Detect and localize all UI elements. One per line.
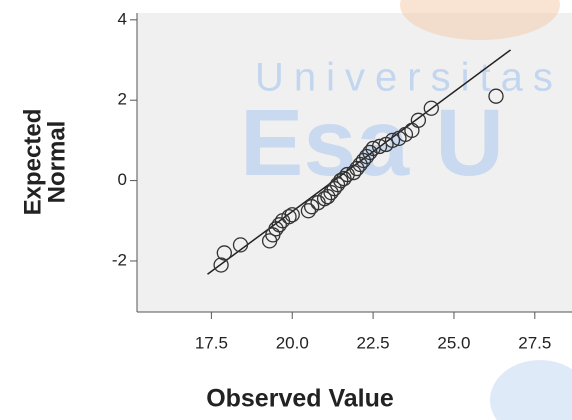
point [410,112,427,128]
point [488,88,504,104]
point [423,100,439,116]
point [300,203,317,219]
y-axis-label: Normal [43,121,70,204]
point [216,245,232,261]
x-tick-label: 20.0 [276,333,309,352]
watermark-text: Esa U [240,90,504,196]
point [371,138,388,155]
point [281,209,297,225]
point [271,217,287,233]
point [213,257,229,273]
watermark-text: Universitas [255,56,563,100]
y-tick-label: 0 [118,170,127,189]
x-tick-label: 17.5 [195,333,228,352]
y-axis-label: Expected [19,109,46,216]
y-tick-label: -2 [112,250,127,269]
x-tick-label: 27.5 [518,333,551,352]
y-tick-label: 2 [118,90,127,109]
point [284,207,300,223]
y-tick-label: 4 [118,9,127,28]
watermark-logo [490,360,572,420]
watermark-logo [400,0,560,40]
x-tick-label: 25.0 [437,333,470,352]
point [384,132,401,149]
x-tick-label: 22.5 [357,333,390,352]
point [232,237,249,253]
x-axis-label: Observed Value [206,385,394,413]
